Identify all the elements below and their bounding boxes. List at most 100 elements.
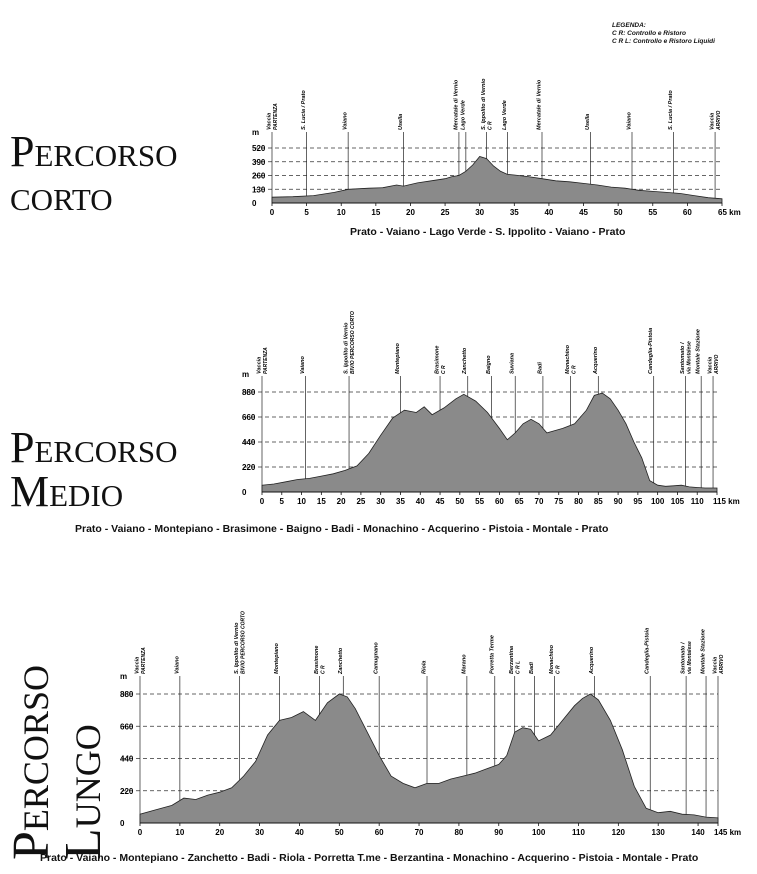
marker-sublabel: C R L [516, 661, 522, 674]
marker-label: Lago Verde [502, 100, 508, 130]
marker-sublabel: ARRIVO [714, 354, 720, 375]
x-tick-label: 45 [436, 497, 445, 506]
x-tick-label: 110 [691, 497, 704, 506]
y-tick-label: 660 [120, 722, 134, 731]
marker-sublabel: C R [441, 365, 447, 374]
x-tick-label: 55 [475, 497, 484, 506]
x-tick-label: 60 [683, 208, 692, 217]
x-tick-label: 55 [648, 208, 657, 217]
x-tick-label: 15 [371, 208, 380, 217]
marker-label: Badi [529, 662, 535, 674]
marker-label: Badi [537, 362, 543, 374]
x-tick-label: 70 [415, 828, 424, 837]
x-tick-label: 90 [614, 497, 623, 506]
title-medio-line1: Percorso [10, 423, 178, 472]
marker-label: Montepiano [395, 343, 401, 374]
elevation-area [261, 392, 718, 493]
elevation-area [139, 693, 719, 824]
marker-sublabel: C R [572, 365, 578, 374]
x-tick-label: 80 [454, 828, 463, 837]
x-tick-label: 65 km [718, 208, 741, 217]
title-corto-line2: corto [10, 171, 113, 220]
x-tick-label: 30 [376, 497, 385, 506]
y-axis-label: m [120, 672, 127, 681]
marker-label: Brasimone [435, 346, 441, 374]
route-corto: Prato - Vaiano - Lago Verde - S. Ippolit… [350, 226, 626, 238]
y-tick-label: 220 [120, 787, 134, 796]
x-tick-label: 140 [691, 828, 705, 837]
elevation-area [271, 156, 723, 204]
x-tick-label: 5 [280, 497, 285, 506]
marker-label: Porretta Terme [489, 635, 495, 674]
marker-label: Lago Verde [460, 100, 466, 130]
marker-sublabel: ARRIVO [716, 110, 722, 131]
x-tick-label: 15 [317, 497, 326, 506]
marker-label: Vaiano [174, 656, 180, 674]
marker-sublabel: PARTENZA [263, 347, 269, 374]
legend-item-crl: C R L: Controllo e Ristoro Liquidi [612, 38, 715, 45]
x-tick-label: 35 [510, 208, 519, 217]
marker-label: Zanchetto [338, 647, 344, 675]
x-tick-label: 75 [554, 497, 563, 506]
y-tick-label: 0 [242, 488, 247, 497]
x-tick-label: 40 [544, 208, 553, 217]
x-tick-label: 70 [535, 497, 544, 506]
x-tick-label: 100 [532, 828, 546, 837]
y-axis-label: m [242, 370, 249, 379]
chart-1: 0 220 440 660 880 m 0 5 10 15 20 25 30 35 40 45 50 55 60 65… [242, 311, 740, 506]
x-tick-label: 0 [270, 208, 275, 217]
marker-label: Brasimone [314, 646, 320, 674]
marker-label: Baigno [486, 355, 492, 374]
x-tick-label: 40 [295, 828, 304, 837]
marker-label: Santomato / [681, 641, 687, 674]
y-tick-label: 520 [252, 144, 266, 153]
x-tick-label: 60 [495, 497, 504, 506]
marker-label: S. Ippolito di Vernio [481, 78, 487, 130]
marker-sublabel: C R [488, 121, 494, 130]
marker-label: Acquerino [593, 346, 599, 375]
marker-label: Acquerino [589, 646, 595, 675]
marker-label: S. Ippolito di Vernio [234, 622, 240, 674]
marker-label: Suviana [510, 353, 516, 374]
x-tick-label: 145 km [714, 828, 741, 837]
title-medio-line2: Medio [10, 467, 124, 516]
marker-label: S. Lucia / Prato [301, 90, 307, 130]
marker-label: Vaiano [300, 356, 306, 374]
x-tick-label: 25 [441, 208, 450, 217]
marker-label: Montepiano [274, 643, 280, 674]
x-tick-label: 30 [475, 208, 484, 217]
marker-label: S. Lucia / Prato [668, 90, 674, 130]
x-tick-label: 30 [255, 828, 264, 837]
marker-sublabel: C R [556, 665, 562, 674]
x-tick-label: 50 [614, 208, 623, 217]
x-tick-label: 10 [297, 497, 306, 506]
marker-label: S. Ippolito di Vernio [344, 322, 350, 374]
marker-label: Mercatale di Vernio [537, 79, 543, 130]
x-tick-label: 40 [416, 497, 425, 506]
x-tick-label: 10 [337, 208, 346, 217]
y-tick-label: 220 [242, 463, 256, 472]
marker-label: Usella [398, 114, 404, 130]
y-tick-label: 0 [252, 199, 257, 208]
y-tick-label: 440 [120, 755, 134, 764]
y-tick-label: 880 [120, 690, 134, 699]
x-tick-label: 20 [406, 208, 415, 217]
marker-sublabel: PARTENZA [273, 103, 279, 130]
legend-item-cr: C R: Controllo e Ristoro [612, 30, 687, 37]
x-tick-label: 110 [572, 828, 585, 837]
marker-label: Vaiano [627, 112, 633, 130]
x-tick-label: 90 [494, 828, 503, 837]
marker-label: Candeglia-Pistoia [648, 328, 654, 374]
x-tick-label: 60 [375, 828, 384, 837]
marker-label: Candeglia-Pistoia [645, 628, 651, 674]
x-tick-label: 65 [515, 497, 524, 506]
marker-sublabel: C R [320, 665, 326, 674]
marker-label: Mercatale di Vernio [453, 79, 459, 130]
x-tick-label: 120 [612, 828, 626, 837]
x-tick-label: 50 [455, 497, 464, 506]
x-tick-label: 85 [594, 497, 603, 506]
marker-sublabel: via Montalese [687, 641, 693, 674]
x-tick-label: 115 km [713, 497, 740, 506]
legend: LEGENDA: C R: Controllo e Ristoro C R L:… [612, 22, 715, 46]
y-tick-label: 130 [252, 185, 266, 194]
